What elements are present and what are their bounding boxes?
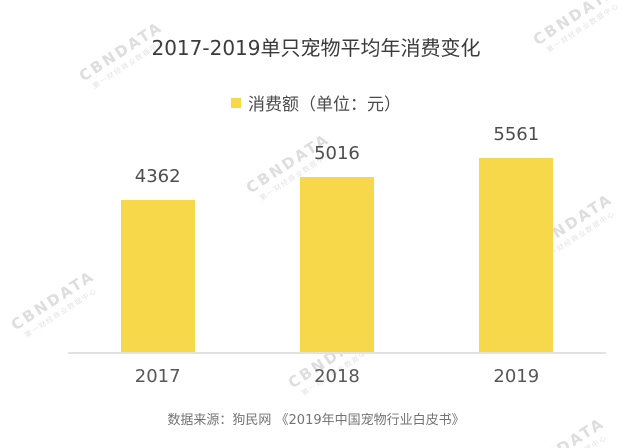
- x-axis-label: 2018: [314, 366, 360, 387]
- bar-value-label: 5561: [493, 124, 540, 145]
- x-axis-label: 2017: [134, 366, 181, 387]
- data-source-note: 数据来源：狗民网 《2019年中国宠物行业白皮书》: [167, 413, 465, 428]
- chart-title: 2017-2019单只宠物平均年消费变化: [151, 36, 481, 60]
- bar-group: 5016: [247, 143, 426, 353]
- legend: 消费额（单位：元）: [0, 90, 632, 115]
- bar-value-label: 4362: [134, 166, 181, 187]
- x-axis-line: [68, 352, 606, 354]
- bar-group: 5561: [427, 124, 606, 353]
- watermark-subtext: 第一财经商业数据中心: [528, 430, 614, 448]
- x-axis: 2017 2018 2019: [68, 366, 606, 387]
- x-axis-label: 2019: [493, 366, 540, 387]
- plot-area: 4362 5016 5561: [68, 120, 606, 353]
- bar-value-label: 5016: [314, 143, 360, 164]
- legend-swatch: [231, 97, 241, 108]
- bar-series: 4362 5016 5561: [68, 120, 606, 353]
- bar: [299, 177, 374, 353]
- bar-group: 4362: [68, 166, 247, 353]
- bar: [120, 200, 195, 353]
- legend-label: 消费额（单位：元）: [248, 95, 401, 115]
- bar: [479, 158, 554, 353]
